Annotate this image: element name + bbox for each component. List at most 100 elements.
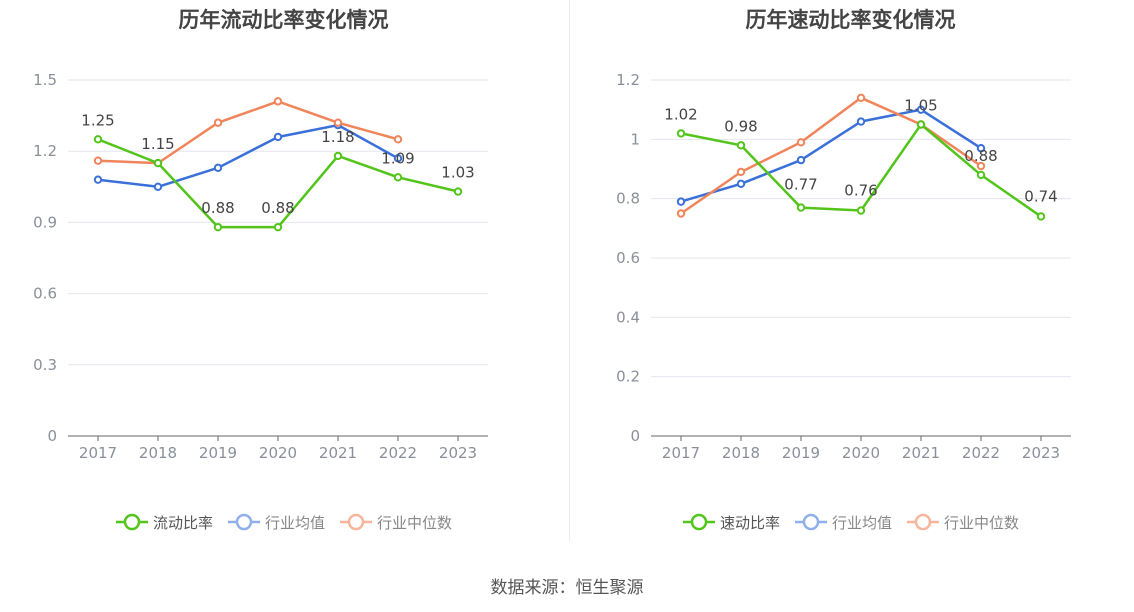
- x-tick-label: 2020: [842, 444, 880, 462]
- current-ratio-chart: 历年流动比率变化情况 0 0.3 0.6 0.9 1.2 1.5 2017 2018 2019 2…: [0, 0, 567, 560]
- data-label: 0.88: [964, 147, 997, 165]
- legend-item[interactable]: 行业中位数: [906, 512, 1019, 533]
- data-point: [976, 144, 986, 153]
- legend-item[interactable]: 行业均值: [227, 512, 325, 533]
- legend-swatch-marker: [690, 513, 708, 531]
- legend-swatch-icon: [115, 513, 148, 531]
- series-line: [680, 123, 1042, 218]
- data-source: 数据来源：恒生聚源: [490, 578, 644, 598]
- data-point: [393, 135, 403, 144]
- legend-swatch-icon: [794, 513, 827, 531]
- x-tick-label: 2018: [139, 444, 177, 462]
- y-tick-label: 1.2: [616, 71, 640, 89]
- y-tick-label: 0.3: [33, 356, 57, 374]
- data-point: [976, 161, 986, 171]
- legend-swatch-icon: [682, 513, 715, 531]
- legend-label: 行业中位数: [944, 513, 1020, 532]
- chart-title: 历年流动比率变化情况: [178, 8, 389, 32]
- data-point: [213, 163, 223, 173]
- data-label: 0.76: [844, 182, 877, 200]
- data-point: [856, 206, 866, 215]
- data-point: [273, 222, 283, 232]
- plot-area: 0 0.2 0.4 0.6 0.8 1 1.2 2017 2018 2019 2020 2021 202…: [616, 71, 1071, 462]
- data-label: 1.09: [381, 149, 414, 167]
- data-label: 1.25: [81, 111, 114, 129]
- data-point: [676, 129, 686, 138]
- data-point: [916, 105, 926, 114]
- y-tick-label: 0: [47, 427, 57, 445]
- data-label: 0.88: [201, 199, 234, 217]
- data-point: [796, 155, 806, 165]
- x-tick-label: 2019: [199, 444, 237, 462]
- data-point: [213, 118, 223, 127]
- x-tick-label: 2017: [662, 444, 700, 462]
- series-line: [680, 108, 982, 203]
- data-point: [736, 179, 746, 189]
- x-tick-label: 2022: [962, 444, 1000, 462]
- y-tick-label: 0.9: [33, 213, 57, 231]
- data-point: [736, 141, 746, 150]
- legend-item[interactable]: 速动比率: [682, 512, 780, 533]
- x-tick-label: 2021: [902, 444, 940, 462]
- quick-ratio-chart: 历年速动比率变化情况 0 0.2 0.4 0.6 0.8 1 1.2 2017 2018 2019…: [567, 0, 1134, 560]
- data-point: [453, 187, 463, 196]
- data-label: 1.18: [321, 128, 354, 146]
- data-point: [273, 132, 283, 142]
- legend-swatch-icon: [227, 513, 260, 531]
- x-tick-label: 2020: [259, 444, 297, 462]
- data-label: 0.77: [784, 176, 817, 194]
- chart-title: 历年速动比率变化情况: [745, 8, 956, 32]
- legend-swatch-marker: [123, 513, 141, 531]
- data-point: [333, 151, 343, 161]
- x-tick-label: 2018: [722, 444, 760, 462]
- data-point: [976, 170, 986, 180]
- legend-item[interactable]: 行业均值: [794, 512, 892, 533]
- data-point: [213, 222, 223, 232]
- data-point: [93, 175, 103, 184]
- data-point: [153, 182, 163, 192]
- x-tick-label: 2019: [782, 444, 820, 462]
- data-point: [273, 97, 283, 106]
- y-tick-label: 0.4: [616, 308, 640, 326]
- data-point: [393, 154, 403, 163]
- legend-swatch-marker: [347, 513, 365, 531]
- x-tick-label: 2017: [79, 444, 117, 462]
- y-tick-label: 0.2: [616, 368, 640, 386]
- y-tick-label: 0.6: [616, 249, 640, 267]
- legend-swatch-marker: [235, 513, 253, 531]
- data-label: 1.03: [441, 164, 474, 182]
- x-tick-label: 2023: [1022, 444, 1060, 462]
- data-point: [393, 173, 403, 182]
- data-point: [1036, 212, 1046, 221]
- legend-item[interactable]: 行业中位数: [339, 512, 452, 533]
- y-tick-label: 0.8: [616, 190, 640, 208]
- legend-swatch-marker: [914, 513, 932, 531]
- data-point: [796, 203, 806, 212]
- legend-label: 速动比率: [719, 513, 780, 532]
- data-point: [856, 93, 866, 103]
- x-tick-label: 2022: [379, 444, 417, 462]
- data-label: 1.05: [904, 97, 937, 115]
- data-label: 0.88: [261, 199, 294, 217]
- series-line: [97, 100, 399, 165]
- legend-label: 行业均值: [831, 513, 892, 532]
- data-label: 0.74: [1024, 187, 1057, 205]
- data-point: [333, 118, 343, 127]
- legend-label: 行业均值: [264, 513, 325, 532]
- legend-label: 行业中位数: [377, 513, 453, 532]
- legend-item[interactable]: 流动比率: [115, 512, 213, 533]
- data-point: [93, 156, 103, 165]
- data-point: [676, 197, 686, 206]
- data-point: [93, 135, 103, 144]
- series-line: [97, 123, 399, 189]
- series-line: [680, 96, 982, 215]
- data-point: [856, 117, 866, 126]
- y-tick-label: 1.2: [33, 142, 57, 160]
- legend-swatch-icon: [340, 513, 372, 531]
- data-label: 0.98: [724, 117, 757, 135]
- x-tick-label: 2023: [439, 444, 477, 462]
- y-tick-label: 0: [630, 427, 640, 445]
- data-point: [736, 167, 746, 177]
- x-tick-label: 2021: [319, 444, 357, 462]
